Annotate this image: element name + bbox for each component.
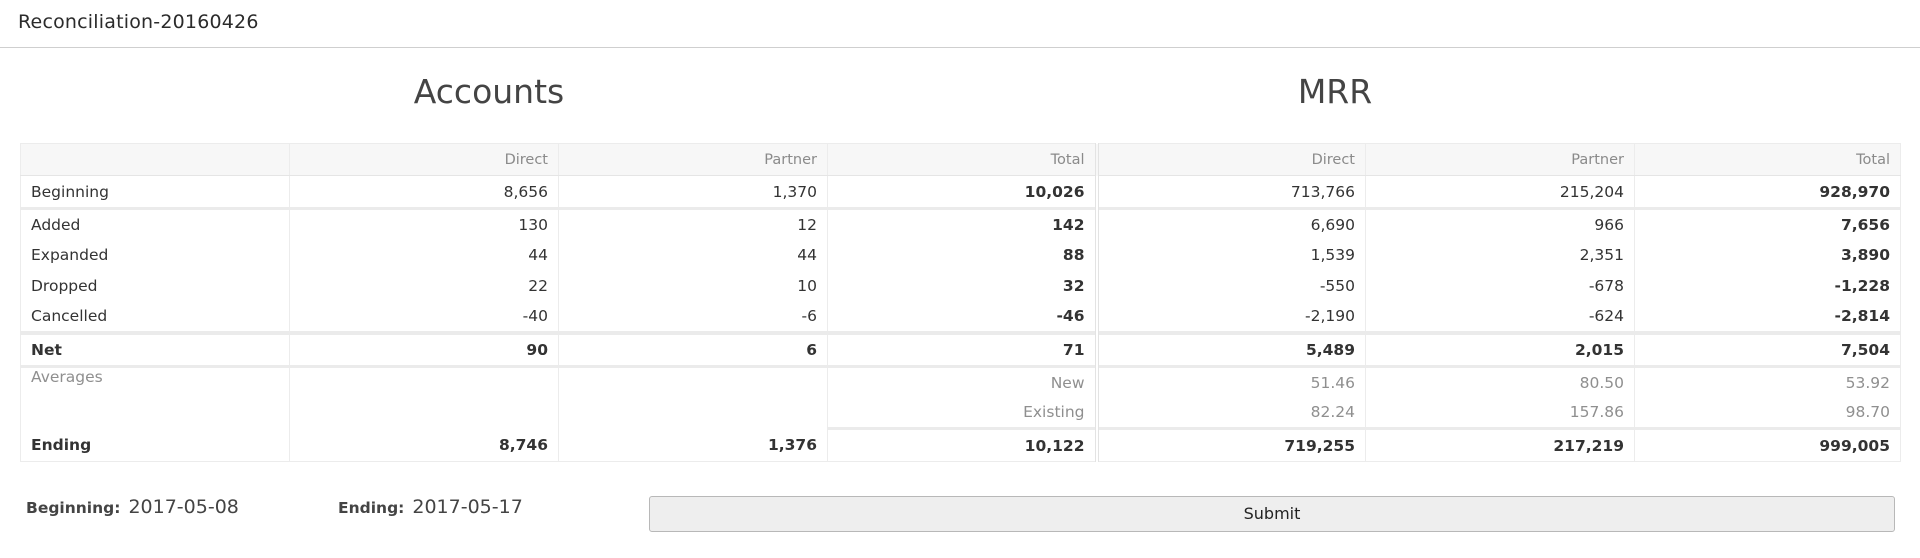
cell-mrr-partner: -624 <box>1365 301 1635 335</box>
cell-mrr-partner: 217,219 <box>1365 428 1635 462</box>
cell-accounts-total: 32 <box>827 270 1097 302</box>
cell-mrr-total: 999,005 <box>1634 428 1901 462</box>
cell-accounts-total: 142 <box>827 208 1097 240</box>
cell-mrr-direct: 82.24 <box>1094 397 1366 430</box>
cell-accounts-direct: 130 <box>289 208 559 240</box>
table-row-expanded: Expanded 44 44 88 1,539 2,351 3,890 <box>20 239 1901 271</box>
cell-accounts-partner: 44 <box>558 239 828 271</box>
submit-button[interactable]: Submit <box>649 496 1895 532</box>
cell-accounts-direct: 8,656 <box>289 175 559 210</box>
cell-empty <box>558 366 828 429</box>
cell-accounts-total: 10,122 <box>827 428 1097 462</box>
cell-accounts-direct: 90 <box>289 332 559 368</box>
cell-mrr-total: 98.70 <box>1634 397 1901 430</box>
beginning-date-label: Beginning: <box>26 499 121 517</box>
accounts-heading: Accounts <box>413 72 565 111</box>
row-label: Beginning <box>20 175 290 210</box>
cell-mrr-partner: 80.50 <box>1365 366 1635 398</box>
avg-sublabel-new: New <box>827 366 1097 398</box>
row-label-averages: Averages <box>20 366 290 429</box>
cell-mrr-direct: -550 <box>1094 270 1366 302</box>
cell-mrr-direct: 5,489 <box>1094 332 1366 368</box>
cell-mrr-partner: 2,351 <box>1365 239 1635 271</box>
cell-mrr-direct: 713,766 <box>1094 175 1366 210</box>
row-label: Net <box>20 332 290 368</box>
cell-mrr-partner: -678 <box>1365 270 1635 302</box>
cell-accounts-partner: 1,376 <box>558 428 828 462</box>
cell-mrr-direct: 51.46 <box>1094 366 1366 398</box>
cell-mrr-total: 3,890 <box>1634 239 1901 271</box>
cell-mrr-partner: 157.86 <box>1365 397 1635 430</box>
header-accounts-partner: Partner <box>558 143 828 176</box>
cell-accounts-partner: 10 <box>558 270 828 302</box>
table-row-beginning: Beginning 8,656 1,370 10,026 713,766 215… <box>20 175 1901 210</box>
cell-mrr-total: 53.92 <box>1634 366 1901 398</box>
title-bar: Reconciliation-20160426 <box>0 0 1920 48</box>
cell-mrr-direct: -2,190 <box>1094 301 1366 335</box>
cell-accounts-direct: 8,746 <box>289 428 559 462</box>
ending-date-group: Ending: 2017-05-17 <box>338 496 523 518</box>
cell-mrr-total: -2,814 <box>1634 301 1901 335</box>
ending-date-value[interactable]: 2017-05-17 <box>412 496 523 518</box>
cell-mrr-total: 928,970 <box>1634 175 1901 210</box>
beginning-date-value[interactable]: 2017-05-08 <box>128 496 239 518</box>
cell-empty <box>289 366 559 429</box>
cell-mrr-direct: 719,255 <box>1094 428 1366 462</box>
row-label: Dropped <box>20 270 290 302</box>
cell-accounts-total: -46 <box>827 301 1097 335</box>
cell-accounts-total: 88 <box>827 239 1097 271</box>
cell-accounts-direct: 22 <box>289 270 559 302</box>
row-label: Expanded <box>20 239 290 271</box>
cell-accounts-total: 10,026 <box>827 175 1097 210</box>
cell-mrr-total: -1,228 <box>1634 270 1901 302</box>
ending-date-label: Ending: <box>338 499 405 517</box>
cell-accounts-partner: 6 <box>558 332 828 368</box>
avg-sublabel-existing: Existing <box>827 397 1097 430</box>
cell-mrr-direct: 6,690 <box>1094 208 1366 240</box>
window-title: Reconciliation-20160426 <box>18 11 259 33</box>
cell-accounts-partner: -6 <box>558 301 828 335</box>
cell-mrr-partner: 215,204 <box>1365 175 1635 210</box>
reconciliation-table: Direct Partner Total Direct Partner Tota… <box>20 143 1901 462</box>
row-label: Added <box>20 208 290 240</box>
row-label: Cancelled <box>20 301 290 335</box>
table-row-ending: Ending 8,746 1,376 10,122 719,255 217,21… <box>20 428 1901 462</box>
mrr-heading: MRR <box>1297 72 1373 111</box>
table-row-averages-new: Averages New 51.46 80.50 53.92 <box>20 366 1901 429</box>
beginning-date-group: Beginning: 2017-05-08 <box>26 496 239 518</box>
cell-accounts-direct: -40 <box>289 301 559 335</box>
cell-mrr-partner: 966 <box>1365 208 1635 240</box>
cell-accounts-partner: 1,370 <box>558 175 828 210</box>
header-mrr-partner: Partner <box>1365 143 1635 176</box>
table-row-cancelled: Cancelled -40 -6 -46 -2,190 -624 -2,814 <box>20 301 1901 335</box>
cell-accounts-partner: 12 <box>558 208 828 240</box>
cell-accounts-total: 71 <box>827 332 1097 368</box>
cell-mrr-total: 7,504 <box>1634 332 1901 368</box>
header-accounts-direct: Direct <box>289 143 559 176</box>
table-row-dropped: Dropped 22 10 32 -550 -678 -1,228 <box>20 270 1901 302</box>
row-label: Ending <box>20 428 290 462</box>
cell-accounts-direct: 44 <box>289 239 559 271</box>
cell-mrr-partner: 2,015 <box>1365 332 1635 368</box>
header-mrr-direct: Direct <box>1094 143 1366 176</box>
cell-mrr-total: 7,656 <box>1634 208 1901 240</box>
cell-mrr-direct: 1,539 <box>1094 239 1366 271</box>
header-accounts-total: Total <box>827 143 1097 176</box>
table-row-averages-existing: Existing 82.24 157.86 98.70 <box>21 397 1901 430</box>
header-mrr-total: Total <box>1634 143 1901 176</box>
table-row-net: Net 90 6 71 5,489 2,015 7,504 <box>20 332 1901 368</box>
table-row-added: Added 130 12 142 6,690 966 7,656 <box>20 208 1901 240</box>
table-header-row: Direct Partner Total Direct Partner Tota… <box>20 143 1901 176</box>
header-label <box>20 143 290 176</box>
